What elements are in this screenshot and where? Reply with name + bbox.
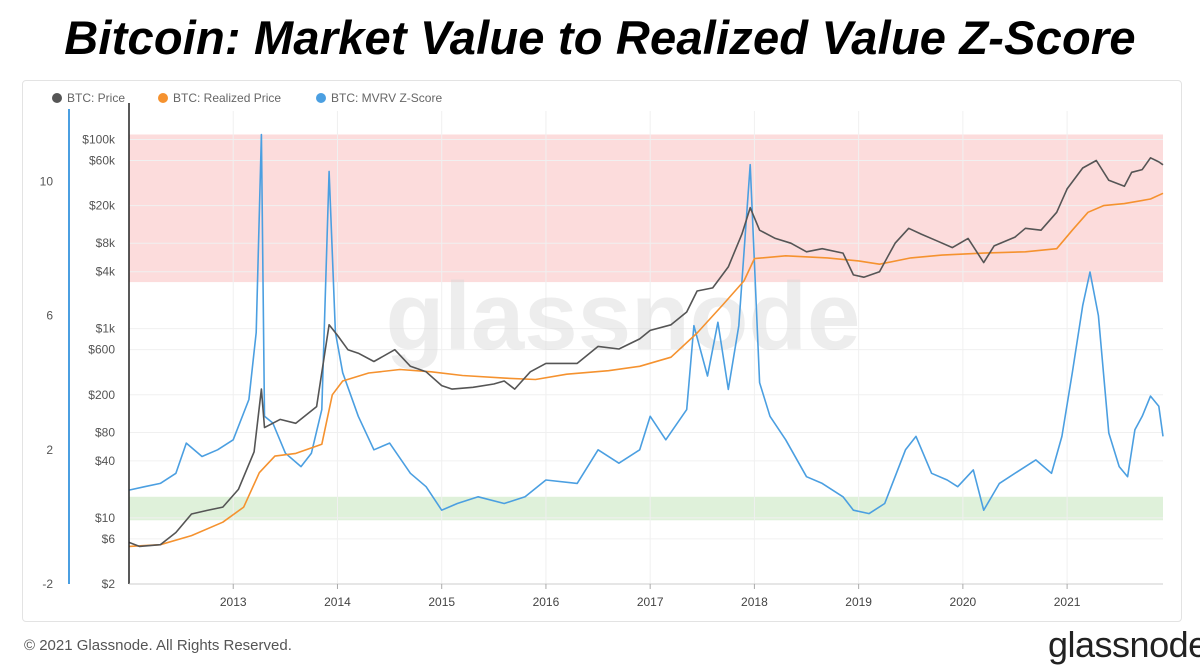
price-tick-label: $40 [95, 454, 115, 468]
x-tick-label: 2016 [533, 595, 560, 609]
price-tick-label: $6 [102, 532, 116, 546]
price-tick-label: $20k [89, 199, 116, 213]
price-tick-label: $10 [95, 511, 115, 525]
price-tick-label: $200 [88, 388, 115, 402]
legend-marker [52, 93, 62, 103]
band-layer [129, 134, 1163, 521]
price-tick-label: $60k [89, 153, 116, 167]
x-tick-label: 2021 [1054, 595, 1081, 609]
x-tick-label: 2018 [741, 595, 768, 609]
zscore-tick-label: -2 [42, 577, 53, 591]
chart-svg: glassnode $100k $60k $20k $8k $4k $1k $600 $200… [40, 91, 1164, 609]
zscore-tick-label: 2 [46, 443, 53, 457]
legend: BTC: Price BTC: Realized Price BTC: MVRV Z… [52, 91, 442, 105]
zscore-tick-label: 10 [40, 174, 54, 188]
price-tick-label: $1k [96, 322, 116, 336]
price-line [128, 157, 1164, 548]
legend-label: BTC: Price [67, 91, 125, 105]
price-tick-label: $600 [88, 343, 115, 357]
price-tick-label: $4k [96, 265, 116, 279]
band-undervalued [129, 496, 1163, 521]
legend-label: BTC: MVRV Z-Score [331, 91, 442, 105]
brand-logo: glassnode [1048, 624, 1200, 665]
x-tick-label: 2013 [220, 595, 247, 609]
legend-marker [158, 93, 168, 103]
x-tick-label: 2014 [324, 595, 351, 609]
zscore-tick-label: 6 [46, 309, 53, 323]
x-tick-label: 2020 [950, 595, 977, 609]
x-tick-label: 2019 [845, 595, 872, 609]
x-tick-label: 2015 [428, 595, 455, 609]
price-tick-label: $80 [95, 425, 115, 439]
watermark: glassnode [386, 263, 861, 370]
realized-price-line [128, 192, 1164, 548]
legend-marker [316, 93, 326, 103]
copyright-text: © 2021 Glassnode. All Rights Reserved. [24, 637, 292, 654]
chart-panel: glassnode $100k $60k $20k $8k $4k $1k $600 $200… [22, 80, 1182, 622]
chart-title: Bitcoin: Market Value to Realized Value … [64, 11, 1136, 64]
axes-layer: $100k $60k $20k $8k $4k $1k $600 $200 $80 $40 $10 $… [40, 103, 1163, 609]
series-layer [128, 133, 1164, 548]
x-tick-label: 2017 [637, 595, 664, 609]
price-tick-label: $100k [82, 132, 116, 146]
price-tick-label: $2 [102, 577, 116, 591]
price-tick-label: $8k [96, 236, 116, 250]
mvrv-zscore-line [128, 133, 1164, 515]
band-overvalued [129, 134, 1163, 283]
legend-label: BTC: Realized Price [173, 91, 281, 105]
